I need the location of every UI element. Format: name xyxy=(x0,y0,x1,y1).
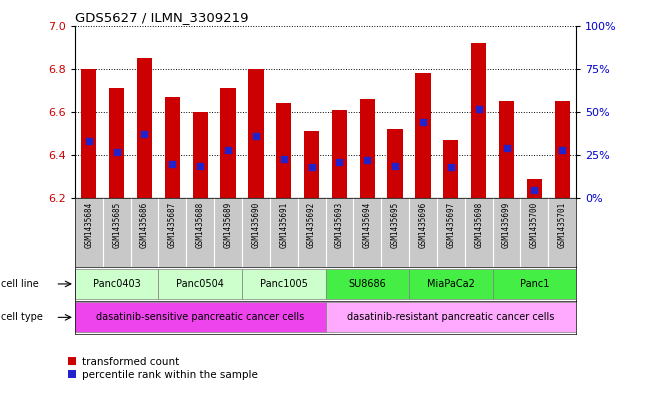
Point xyxy=(445,164,456,171)
Bar xyxy=(221,88,236,198)
Bar xyxy=(193,112,208,198)
Bar xyxy=(471,43,486,198)
Legend: transformed count, percentile rank within the sample: transformed count, percentile rank withi… xyxy=(64,353,262,384)
Bar xyxy=(137,58,152,198)
Text: MiaPaCa2: MiaPaCa2 xyxy=(427,279,475,289)
Bar xyxy=(248,69,264,198)
Bar xyxy=(493,269,576,299)
Point xyxy=(362,157,372,163)
Text: GSM1435694: GSM1435694 xyxy=(363,202,372,248)
Bar xyxy=(409,269,493,299)
Text: GSM1435690: GSM1435690 xyxy=(251,202,260,248)
Point xyxy=(223,147,233,153)
Point xyxy=(334,159,344,165)
Bar xyxy=(443,140,458,198)
Text: GSM1435700: GSM1435700 xyxy=(530,202,539,248)
Point xyxy=(390,162,400,169)
Bar xyxy=(276,103,292,198)
Text: GSM1435693: GSM1435693 xyxy=(335,202,344,248)
Bar xyxy=(359,99,375,198)
Text: GDS5627 / ILMN_3309219: GDS5627 / ILMN_3309219 xyxy=(75,11,249,24)
Bar xyxy=(527,179,542,198)
Bar xyxy=(75,302,326,332)
Text: GSM1435691: GSM1435691 xyxy=(279,202,288,248)
Bar xyxy=(326,302,576,332)
Text: GSM1435696: GSM1435696 xyxy=(419,202,428,248)
Text: dasatinib-resistant pancreatic cancer cells: dasatinib-resistant pancreatic cancer ce… xyxy=(347,312,555,322)
Point xyxy=(557,147,568,153)
Bar xyxy=(555,101,570,198)
Text: Panc0504: Panc0504 xyxy=(176,279,224,289)
Text: GSM1435686: GSM1435686 xyxy=(140,202,149,248)
Text: SU8686: SU8686 xyxy=(348,279,386,289)
Text: GSM1435692: GSM1435692 xyxy=(307,202,316,248)
Bar xyxy=(415,73,430,198)
Point xyxy=(83,138,94,145)
Point xyxy=(139,131,150,138)
Point xyxy=(167,161,178,167)
Text: cell type: cell type xyxy=(1,312,43,322)
Bar xyxy=(499,101,514,198)
Text: GSM1435684: GSM1435684 xyxy=(84,202,93,248)
Text: GSM1435688: GSM1435688 xyxy=(196,202,204,248)
Point xyxy=(279,156,289,162)
Text: Panc1: Panc1 xyxy=(519,279,549,289)
Text: GSM1435689: GSM1435689 xyxy=(223,202,232,248)
Point xyxy=(473,105,484,112)
Text: GSM1435698: GSM1435698 xyxy=(474,202,483,248)
Text: GSM1435697: GSM1435697 xyxy=(447,202,455,248)
Text: dasatinib-sensitive pancreatic cancer cells: dasatinib-sensitive pancreatic cancer ce… xyxy=(96,312,304,322)
Text: GSM1435695: GSM1435695 xyxy=(391,202,400,248)
Bar xyxy=(158,269,242,299)
Point xyxy=(307,164,317,171)
Bar xyxy=(75,269,158,299)
Bar xyxy=(304,131,319,198)
Bar xyxy=(332,110,347,198)
Bar xyxy=(326,269,409,299)
Text: GSM1435687: GSM1435687 xyxy=(168,202,177,248)
Point xyxy=(251,133,261,140)
Text: cell line: cell line xyxy=(1,279,39,289)
Point xyxy=(418,119,428,125)
Bar xyxy=(387,129,403,198)
Bar xyxy=(109,88,124,198)
Text: Panc0403: Panc0403 xyxy=(92,279,141,289)
Point xyxy=(195,162,206,169)
Point xyxy=(111,149,122,155)
Text: GSM1435699: GSM1435699 xyxy=(502,202,511,248)
Point xyxy=(529,187,540,193)
Bar xyxy=(165,97,180,198)
Text: Panc1005: Panc1005 xyxy=(260,279,308,289)
Text: GSM1435685: GSM1435685 xyxy=(112,202,121,248)
Bar xyxy=(242,269,326,299)
Point xyxy=(501,145,512,151)
Text: GSM1435701: GSM1435701 xyxy=(558,202,567,248)
Bar xyxy=(81,69,96,198)
